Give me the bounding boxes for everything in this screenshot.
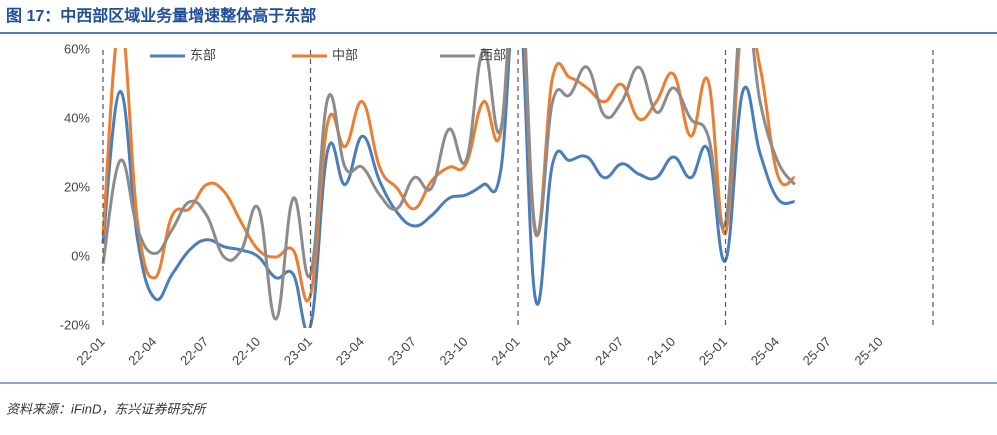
y-tick-label: 40% (64, 110, 90, 125)
chart-title: 图 17：中西部区域业务量增速整体高于东部 (6, 6, 316, 25)
legend-label: 中部 (332, 47, 358, 62)
x-tick-label: 24-01 (488, 334, 522, 368)
plot-area (101, 48, 796, 328)
y-tick-label: -20% (60, 317, 91, 332)
x-tick-label: 23-07 (385, 334, 419, 368)
series-line (101, 48, 796, 321)
y-tick-label: 20% (64, 179, 90, 194)
legend-label: 西部 (480, 47, 506, 62)
x-tick-label: 23-01 (281, 334, 315, 368)
x-tick-label: 22-04 (125, 334, 159, 368)
source: 资料来源：iFinD，东兴证券研究所 (6, 401, 207, 416)
x-tick-label: 22-07 (177, 334, 211, 368)
x-tick-label: 25-10 (852, 334, 886, 368)
y-tick-label: 0% (71, 248, 90, 263)
y-tick-label: 60% (64, 41, 90, 56)
series-line (101, 48, 796, 303)
x-tick-label: 24-07 (592, 334, 626, 368)
x-tick-label: 25-01 (696, 334, 730, 368)
x-tick-label: 23-10 (437, 334, 471, 368)
x-tick-label: 25-04 (748, 334, 782, 368)
series-line (101, 48, 795, 328)
x-tick-label: 23-04 (333, 334, 367, 368)
x-tick-label: 22-01 (73, 334, 107, 368)
x-tick-label: 24-10 (644, 334, 678, 368)
legend-label: 东部 (190, 47, 216, 62)
x-tick-label: 24-04 (540, 334, 574, 368)
x-tick-label: 22-10 (229, 334, 263, 368)
x-tick-label: 25-07 (800, 334, 834, 368)
